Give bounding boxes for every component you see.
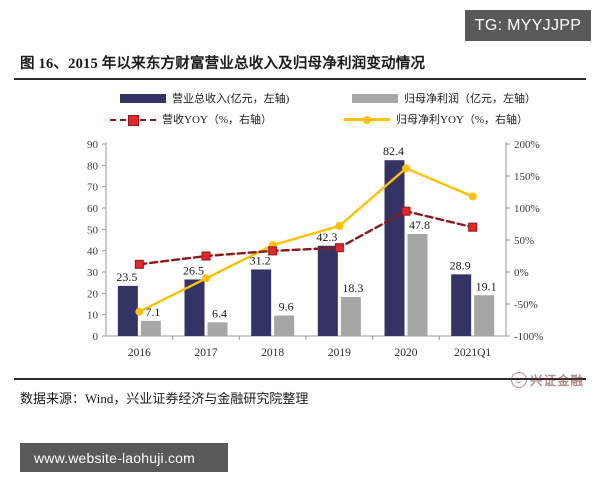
bar-value-label-net-profit: 9.6 [279, 300, 294, 314]
bar-revenue [184, 279, 205, 336]
y-right-tick-label: 0% [514, 267, 529, 279]
bar-revenue [451, 274, 472, 336]
brand-logo-text: 兴证金融 [529, 374, 584, 388]
bar-value-label-net-profit: 47.8 [409, 218, 430, 232]
bar-net-profit [474, 295, 495, 336]
legend-swatch-gray-bar [352, 93, 398, 103]
title-divider-top [14, 78, 586, 80]
marker-net-profit-yoy [202, 274, 210, 283]
bar-value-label-revenue: 42.3 [316, 230, 337, 244]
marker-revenue-yoy [334, 243, 344, 253]
legend-label-revenue-yoy: 营收YOY（%，右轴） [162, 114, 272, 126]
marker-net-profit-yoy [402, 164, 410, 173]
marker-net-profit-yoy [335, 221, 344, 230]
legend-label-revenue-bar: 营业总收入(亿元，左轴) [172, 93, 290, 105]
y-left-tick-label: 50 [87, 224, 99, 236]
source-divider [14, 378, 586, 380]
legend-item-revenue-yoy: 营收YOY（%，右轴） [110, 111, 272, 127]
line-net-profit-yoy [138, 167, 474, 313]
bar-value-label-net-profit: 19.1 [476, 279, 497, 293]
figure-title: 图 16、2015 年以来东方财富营业总收入及归母净利润变动情况 [20, 56, 426, 72]
y-left-tick-label: 70 [87, 182, 99, 194]
bar-net-profit [207, 322, 228, 336]
chart-plot-area: 0 10 20 30 40 50 60 70 80 90 -100% -50% 0% 50% 100% 150… [14, 136, 586, 371]
marker-revenue-yoy [401, 206, 411, 216]
marker-revenue-yoy [468, 222, 478, 232]
x-axis-category-label: 2017 [195, 347, 218, 359]
y-right-tick-label: 50% [514, 235, 534, 247]
bar-revenue [317, 245, 338, 336]
y-left-tick-label: 60 [87, 203, 99, 215]
bar-net-profit [340, 296, 361, 336]
bar-value-label-net-profit: 6.4 [212, 306, 227, 320]
telegram-watermark-badge: TG: MYYJJPP [465, 10, 591, 41]
bar-net-profit [140, 320, 161, 336]
bar-value-label-revenue: 26.5 [183, 263, 204, 277]
bar-net-profit [407, 234, 428, 336]
marker-revenue-yoy [268, 246, 278, 256]
marker-revenue-yoy [134, 259, 144, 269]
brand-logo: 兴证金融 [510, 370, 584, 389]
x-axis-category-label: 2018 [261, 347, 284, 359]
x-axis-category-label: 2021Q1 [454, 347, 491, 359]
bar-revenue [251, 269, 272, 336]
bar-value-label-revenue: 23.5 [116, 270, 137, 284]
y-right-tick-label: 150% [514, 171, 540, 183]
legend-item-revenue-bar: 营业总收入(亿元，左轴) [120, 90, 289, 106]
line-revenue-yoy [138, 210, 474, 266]
legend-item-netprofit-yoy: 归母净利YOY（%，右轴） [344, 111, 528, 127]
bar-revenue [117, 285, 138, 336]
marker-net-profit-yoy [468, 192, 477, 201]
legend-label-netprofit-yoy: 归母净利YOY（%，右轴） [396, 114, 528, 126]
x-axis-category-label: 2020 [395, 347, 418, 359]
legend-swatch-yellow-line [344, 114, 390, 125]
bar-value-label-net-profit: 18.3 [342, 281, 363, 295]
y-left-tick-label: 80 [87, 160, 99, 172]
bar-value-label-revenue: 82.4 [383, 144, 404, 158]
bar-revenue [384, 160, 405, 336]
y-left-tick-label: 30 [87, 267, 99, 279]
legend-swatch-navy-bar [120, 93, 166, 103]
y-left-tick-label: 20 [87, 288, 99, 300]
brand-emblem-icon [510, 371, 527, 388]
legend-label-netprofit-bar: 归母净利润（亿元，左轴） [404, 93, 536, 105]
figure-source: 数据来源：Wind，兴业证券经济与金融研究院整理 [20, 391, 309, 406]
chart-svg: 0 10 20 30 40 50 60 70 80 90 -100% -50% 0% 50% 100% 150… [87, 139, 543, 359]
site-watermark-badge: www.website-laohuji.com [20, 443, 228, 472]
y-left-tick-label: 10 [87, 310, 99, 322]
y-right-tick-label: 200% [514, 139, 540, 151]
bar-value-label-revenue: 28.9 [450, 258, 471, 272]
x-axis-category-label: 2016 [128, 347, 151, 359]
bar-value-label-revenue: 31.2 [250, 253, 271, 267]
bar-net-profit [274, 315, 295, 336]
y-right-tick-label: 100% [514, 203, 540, 215]
legend-item-netprofit-bar: 归母净利润（亿元，左轴） [352, 90, 536, 106]
y-left-tick-label: 0 [93, 331, 99, 343]
y-left-tick-label: 90 [87, 139, 99, 151]
bar-value-label-net-profit: 7.1 [145, 305, 160, 319]
chart-legend: 营业总收入(亿元，左轴) 归母净利润（亿元，左轴） 营收YOY（%，右轴） 归母… [14, 90, 586, 132]
y-left-tick-label: 40 [87, 246, 99, 258]
legend-swatch-dashed-red-line [110, 114, 156, 126]
y-right-tick-label: -100% [514, 331, 543, 343]
marker-net-profit-yoy [135, 307, 144, 316]
x-axis-category-label: 2019 [328, 347, 351, 359]
marker-revenue-yoy [201, 251, 211, 261]
figure-container: 图 16、2015 年以来东方财富营业总收入及归母净利润变动情况 营业总收入(亿… [14, 48, 586, 430]
y-right-tick-label: -50% [514, 299, 538, 311]
